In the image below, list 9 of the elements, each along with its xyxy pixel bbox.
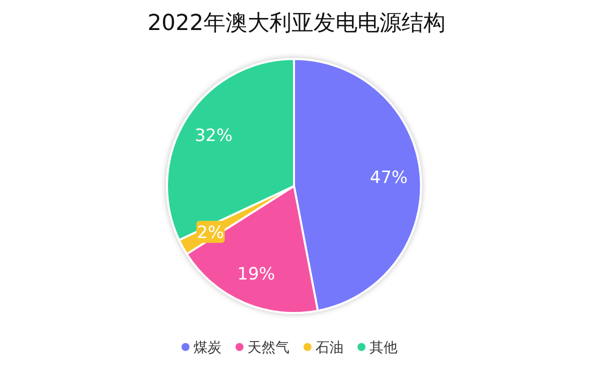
data-label: 19% xyxy=(237,264,276,284)
legend-label: 煤炭 xyxy=(194,340,222,356)
legend-label: 其他 xyxy=(370,340,398,356)
chart-title: 2022年澳大利亚发电电源结构 xyxy=(148,11,446,36)
data-label: 2% xyxy=(197,222,224,243)
data-label: 47% xyxy=(370,168,408,188)
legend-label: 石油 xyxy=(316,340,344,356)
data-label: 32% xyxy=(194,126,232,146)
legend-label: 天然气 xyxy=(248,340,290,356)
